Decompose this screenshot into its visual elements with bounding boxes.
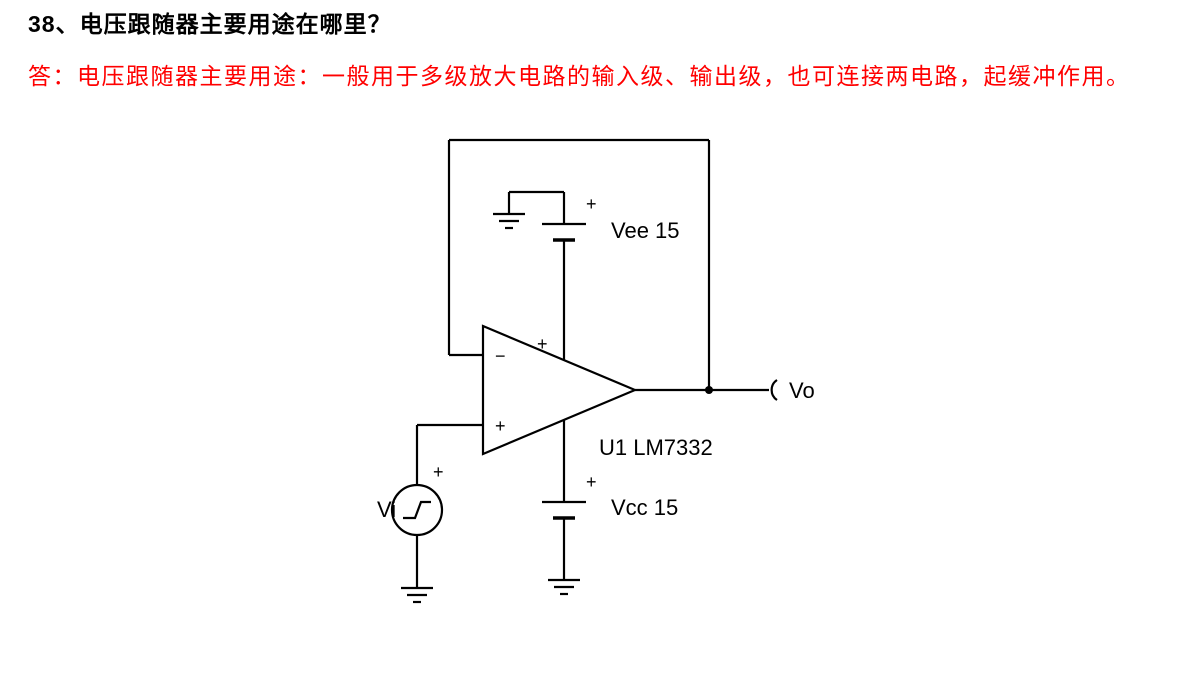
svg-text:+: +	[537, 334, 548, 354]
svg-text:+: +	[433, 462, 444, 482]
svg-text:Vcc 15: Vcc 15	[611, 495, 678, 520]
circuit-diagram: −+++Vee 15+Vcc 15VoU1 LM7332+Vi	[28, 110, 1169, 635]
svg-text:+: +	[586, 472, 597, 492]
svg-text:Vi: Vi	[377, 497, 396, 522]
answer-text: 答：电压跟随器主要用途：一般用于多级放大电路的输入级、输出级，也可连接两电路，起…	[28, 55, 1169, 100]
svg-text:−: −	[495, 346, 506, 366]
circuit-svg: −+++Vee 15+Vcc 15VoU1 LM7332+Vi	[339, 110, 859, 630]
svg-text:Vee 15: Vee 15	[611, 218, 680, 243]
svg-text:U1 LM7332: U1 LM7332	[599, 435, 713, 460]
svg-text:+: +	[586, 194, 597, 214]
svg-text:Vo: Vo	[789, 378, 815, 403]
question-text: 38、电压跟随器主要用途在哪里？	[28, 6, 1169, 43]
svg-text:+: +	[495, 416, 506, 436]
